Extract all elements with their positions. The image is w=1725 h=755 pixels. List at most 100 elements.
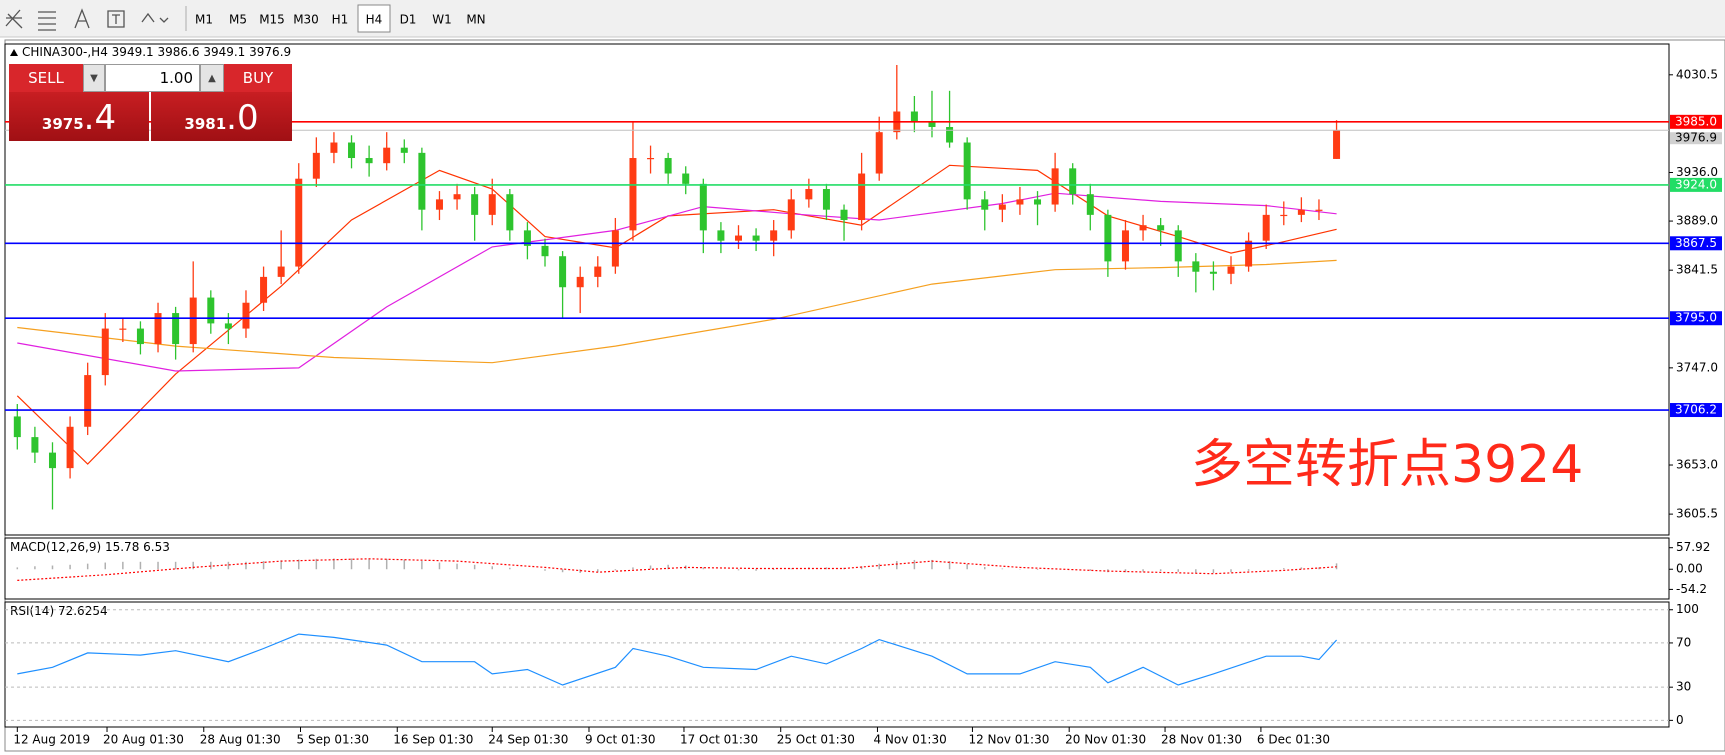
ask-small: .0 [226, 98, 259, 138]
timeframe-button[interactable]: M5 [229, 13, 247, 27]
candle-body [770, 230, 778, 241]
y-tick-label: 0 [1676, 713, 1684, 727]
y-tick-label: 3653.0 [1676, 458, 1718, 472]
x-tick-label: 12 Nov 01:30 [968, 733, 1049, 747]
x-tick-label: 9 Oct 01:30 [585, 733, 656, 747]
candle-body [189, 297, 197, 345]
volume-input[interactable]: 1.00 [105, 64, 200, 92]
candle-body [383, 147, 391, 164]
y-tick-label: 3747.0 [1676, 360, 1718, 374]
timeframe-button[interactable]: M30 [293, 13, 319, 27]
tool-icon[interactable] [107, 10, 125, 28]
candle-body [1245, 240, 1253, 267]
candle-body [981, 199, 989, 210]
candle-body [1069, 168, 1077, 195]
candle-body [1192, 261, 1200, 272]
active-timeframe[interactable] [357, 4, 391, 33]
candle-body [1016, 199, 1024, 205]
candle-body [488, 194, 496, 215]
y-tick-label: 57.92 [1676, 540, 1710, 554]
candle-body [48, 452, 56, 469]
tool-icon[interactable] [5, 9, 23, 29]
candle-body [875, 132, 883, 174]
volume-up[interactable]: ▲ [200, 64, 224, 92]
candle-body [1333, 130, 1341, 159]
panel-border [4, 43, 1670, 536]
y-tick-label: 3936.0 [1676, 165, 1718, 179]
timeframe-button[interactable]: M1 [195, 13, 213, 27]
annotation: 多空转折点3924 [1191, 435, 1583, 495]
open-value: 3949.1 [112, 45, 154, 59]
candle-body [224, 323, 232, 329]
candle-body [330, 142, 338, 153]
tool-icon[interactable] [141, 12, 169, 23]
candle-body [858, 173, 866, 221]
candle-body [1280, 214, 1288, 217]
candle-body [822, 189, 830, 210]
ask-price[interactable]: 3981.0 [151, 92, 292, 141]
candle-body [1034, 199, 1042, 205]
price-label-box [1670, 311, 1722, 326]
candle-body [576, 276, 584, 288]
bid-price[interactable]: 3975.4 [9, 92, 149, 141]
candle-body [453, 194, 461, 200]
candle-body [629, 158, 637, 231]
y-tick-label: 30 [1676, 680, 1691, 694]
timeframe-button[interactable]: D1 [400, 13, 417, 27]
symbol: CHINA300-,H4 [22, 45, 108, 59]
tool-icon[interactable] [74, 8, 90, 29]
tool-icon[interactable] [38, 11, 56, 31]
timeframe-button[interactable]: W1 [432, 13, 452, 27]
y-tick-label: 70 [1676, 635, 1691, 649]
candle-body [1209, 271, 1217, 274]
candle-body [717, 230, 725, 241]
candle-body [1262, 214, 1270, 241]
y-tick-label: 4030.5 [1676, 67, 1718, 81]
price-label: 3795.0 [1675, 311, 1717, 325]
macd-value: 15.78 [105, 540, 139, 554]
price-label-box [1670, 236, 1722, 251]
y-tick-label: 100 [1676, 602, 1699, 616]
candle-body [119, 328, 127, 330]
candle-body [1297, 209, 1305, 215]
signal-line [17, 558, 1337, 581]
y-tick-label: 3889.0 [1676, 214, 1718, 228]
candle-body [559, 256, 567, 288]
timeframe-button[interactable]: MN [466, 13, 485, 27]
signal-value: 6.53 [143, 540, 170, 554]
candle-body [277, 266, 285, 277]
candle-body [699, 183, 707, 231]
candle-body [1121, 230, 1129, 262]
ask-big: 3981 [184, 115, 227, 133]
candle-body [594, 266, 602, 277]
sell-button[interactable]: SELL [9, 64, 83, 92]
buy-button[interactable]: BUY [224, 64, 292, 92]
y-tick-label: 3841.5 [1676, 263, 1718, 277]
candle-body [295, 178, 303, 267]
candle-body [101, 328, 109, 376]
collapse-icon[interactable] [10, 49, 18, 56]
timeframe-button[interactable]: H1 [332, 13, 349, 27]
candle-body [365, 158, 373, 164]
macd-header: MACD(12,26,9) 15.78 6.53 [10, 540, 170, 554]
x-tick-label: 17 Oct 01:30 [680, 733, 758, 747]
candle-body [963, 142, 971, 200]
candle-body [946, 127, 954, 143]
rsi-header: RSI(14) 72.6254 [10, 604, 108, 618]
candle-body [13, 416, 21, 438]
candle-body [998, 204, 1006, 210]
candle-body [136, 328, 144, 345]
candle-body [207, 297, 215, 324]
candle-body [1086, 194, 1094, 215]
timeframe-button[interactable]: M15 [259, 13, 285, 27]
price-label: 3867.5 [1675, 236, 1717, 250]
x-tick-label: 6 Dec 01:30 [1257, 733, 1330, 747]
indicator-title: RSI(14) [10, 604, 54, 618]
volume-down[interactable]: ▼ [83, 64, 105, 92]
bid-big: 3975 [41, 115, 84, 133]
indicator-line [17, 633, 1338, 686]
x-tick-label: 12 Aug 2019 [13, 733, 90, 747]
timeframe-button[interactable]: H4 [366, 13, 383, 27]
candle-body [1315, 209, 1323, 211]
y-tick-label: 0.00 [1676, 562, 1703, 576]
